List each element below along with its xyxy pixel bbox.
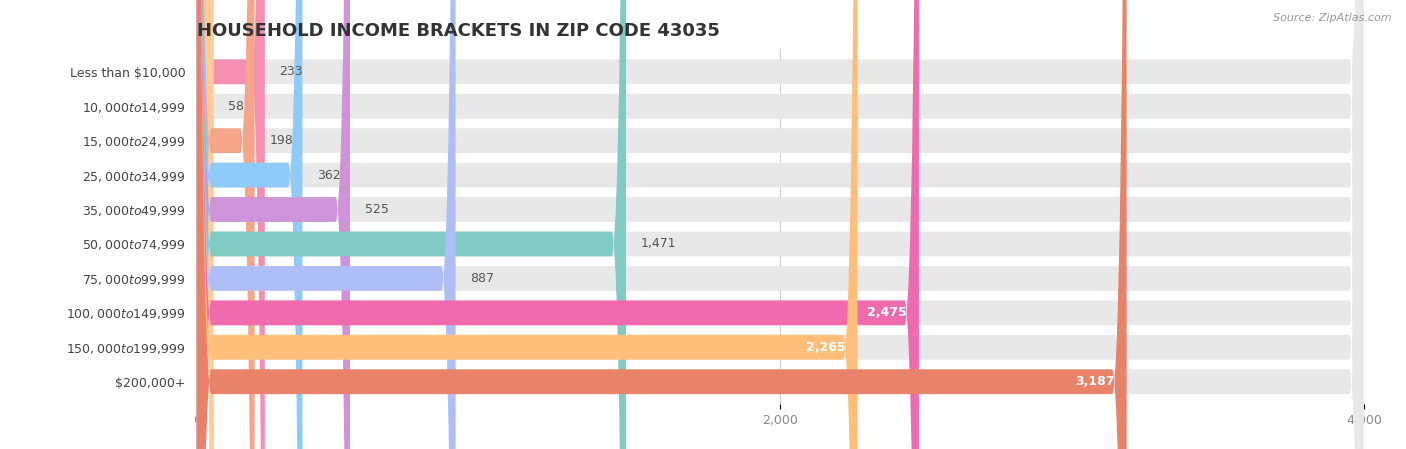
Text: 1,471: 1,471 xyxy=(641,238,676,251)
FancyBboxPatch shape xyxy=(197,0,920,449)
FancyBboxPatch shape xyxy=(197,0,350,449)
FancyBboxPatch shape xyxy=(197,0,254,449)
FancyBboxPatch shape xyxy=(197,0,1364,449)
FancyBboxPatch shape xyxy=(197,0,1364,449)
FancyBboxPatch shape xyxy=(197,0,1364,449)
Text: 58: 58 xyxy=(228,100,245,113)
FancyBboxPatch shape xyxy=(197,0,1364,449)
FancyBboxPatch shape xyxy=(197,0,1364,449)
Text: 525: 525 xyxy=(364,203,388,216)
FancyBboxPatch shape xyxy=(197,0,858,449)
Text: 2,475: 2,475 xyxy=(868,306,907,319)
FancyBboxPatch shape xyxy=(197,0,214,449)
FancyBboxPatch shape xyxy=(197,0,1126,449)
FancyBboxPatch shape xyxy=(197,0,1364,449)
Text: Source: ZipAtlas.com: Source: ZipAtlas.com xyxy=(1274,13,1392,23)
Text: 887: 887 xyxy=(470,272,494,285)
FancyBboxPatch shape xyxy=(197,0,302,449)
FancyBboxPatch shape xyxy=(197,0,456,449)
Text: 198: 198 xyxy=(269,134,292,147)
FancyBboxPatch shape xyxy=(197,0,1364,449)
Text: 2,265: 2,265 xyxy=(807,341,846,354)
FancyBboxPatch shape xyxy=(197,0,264,449)
Text: 3,187: 3,187 xyxy=(1076,375,1115,388)
Text: HOUSEHOLD INCOME BRACKETS IN ZIP CODE 43035: HOUSEHOLD INCOME BRACKETS IN ZIP CODE 43… xyxy=(197,22,720,40)
FancyBboxPatch shape xyxy=(197,0,1364,449)
Text: 233: 233 xyxy=(280,65,304,78)
FancyBboxPatch shape xyxy=(197,0,1364,449)
FancyBboxPatch shape xyxy=(197,0,626,449)
Text: 362: 362 xyxy=(316,168,340,181)
FancyBboxPatch shape xyxy=(197,0,1364,449)
